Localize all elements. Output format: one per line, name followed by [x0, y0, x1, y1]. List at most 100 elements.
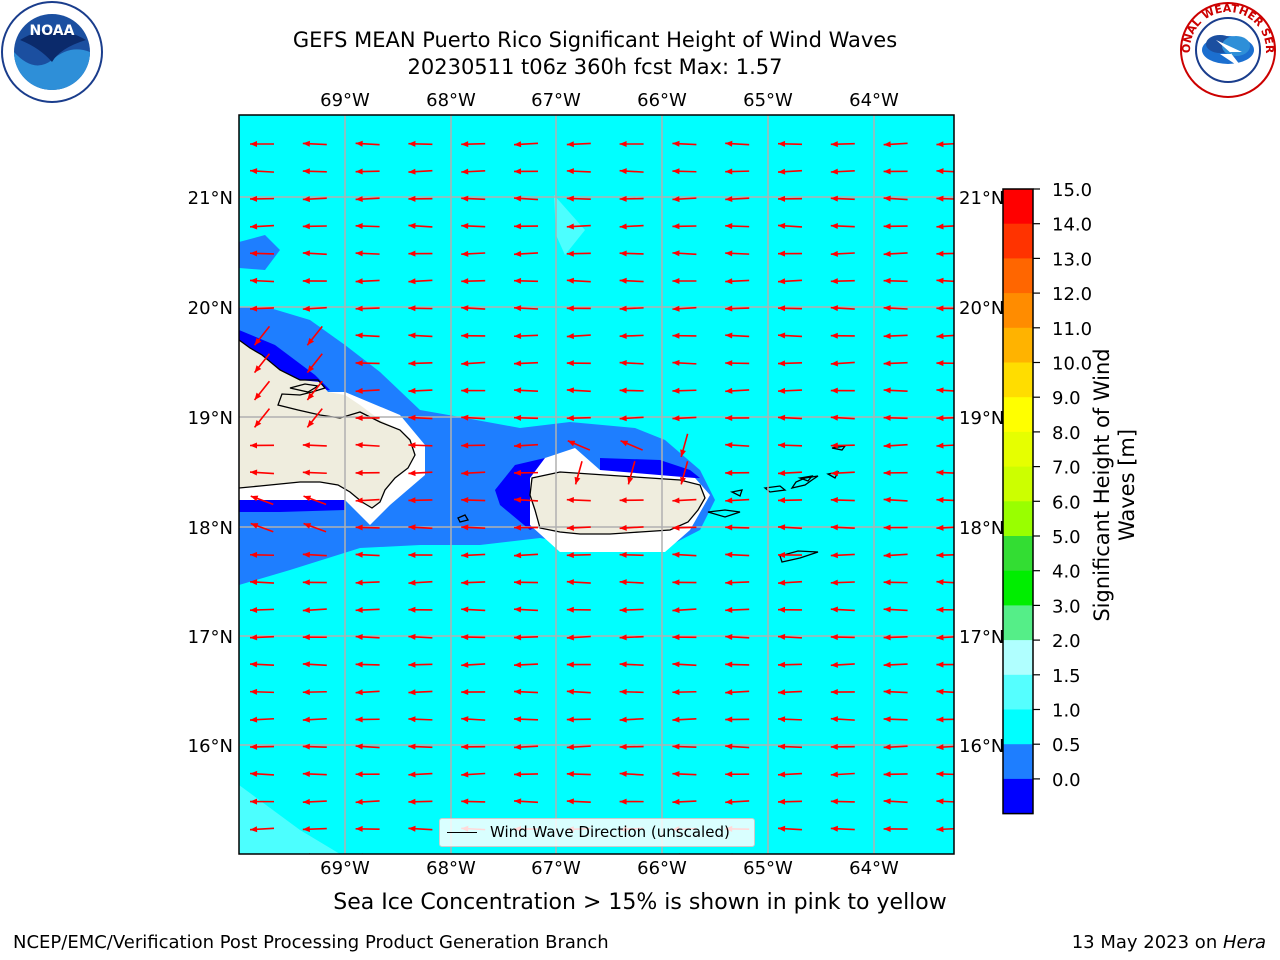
wind-arrow	[408, 825, 433, 832]
colorbar-segment	[1003, 362, 1033, 398]
wind-arrow	[513, 305, 539, 312]
wind-arrow	[461, 305, 486, 312]
wind-arrow	[672, 524, 697, 531]
colorbar-segment	[1003, 397, 1033, 433]
colorbar-segment	[1003, 709, 1033, 745]
land-hispaniola	[239, 340, 415, 508]
wind-arrow	[408, 551, 433, 558]
wind-arrow	[513, 223, 539, 230]
wind-arrow	[936, 277, 954, 284]
wind-arrow	[249, 168, 275, 175]
wind-arrow	[461, 278, 486, 285]
wind-arrow	[777, 606, 803, 613]
wind-arrow	[408, 661, 433, 668]
wind-arrow	[672, 770, 697, 777]
wind-arrow	[672, 798, 697, 805]
wind-arrow	[513, 250, 539, 257]
wind-arrow	[513, 360, 539, 367]
wind-arrow	[627, 461, 636, 485]
colorbar-tick-label: 6.0	[1052, 492, 1081, 513]
colorbar-tick-label: 5.0	[1052, 527, 1081, 548]
wind-arrow	[725, 551, 750, 558]
wind-arrow	[461, 168, 486, 175]
wind-arrow	[672, 743, 697, 750]
wind-arrow	[883, 552, 908, 559]
wind-arrow	[249, 743, 275, 750]
wind-arrow	[566, 195, 591, 202]
lat-tick-label: 20°N	[188, 298, 233, 319]
wind-arrow	[566, 524, 591, 531]
wind-arrow	[408, 442, 433, 449]
lon-tick-label: 66°W	[637, 90, 687, 111]
wind-arrow	[566, 277, 591, 284]
wind-arrow	[355, 387, 380, 394]
colorbar-tick-label: 10.0	[1052, 354, 1092, 375]
wind-arrow	[777, 470, 803, 477]
wind-arrow	[250, 495, 274, 506]
wind-arrow	[830, 606, 855, 613]
colorbar-tick-label: 0.0	[1052, 770, 1081, 791]
wind-arrow	[830, 579, 855, 586]
wind-arrow	[672, 607, 697, 614]
wind-arrow	[672, 689, 697, 696]
wave-fill-light-corner	[239, 785, 340, 854]
map-panel	[239, 115, 954, 854]
colorbar-segment	[1003, 778, 1033, 815]
wind-arrow	[249, 579, 275, 586]
wind-arrow	[672, 196, 697, 203]
lon-tick-label: 64°W	[849, 858, 899, 879]
wind-arrow	[830, 332, 855, 339]
wind-arrow	[777, 360, 803, 367]
wind-arrow	[513, 168, 539, 175]
wind-arrow	[619, 606, 644, 613]
wind-arrow	[408, 497, 433, 504]
wind-arrow	[461, 442, 486, 449]
wind-arrow	[830, 442, 855, 449]
wind-arrow	[672, 551, 697, 558]
lat-tick-label: 19°N	[959, 408, 1004, 429]
colorbar-segment	[1003, 223, 1033, 259]
wind-arrow	[566, 250, 591, 257]
colorbar-segment	[1003, 258, 1033, 294]
wind-arrow	[249, 442, 275, 449]
wind-arrow	[830, 689, 855, 696]
wind-arrow	[777, 414, 803, 421]
wind-arrow	[302, 634, 327, 641]
lon-tick-label: 65°W	[743, 858, 793, 879]
wind-arrow	[830, 278, 855, 285]
lon-labels-bottom: 69°W 68°W 67°W 66°W 65°W 64°W	[320, 858, 899, 879]
wind-arrow	[355, 524, 380, 531]
wind-arrow	[355, 689, 380, 696]
colorbar-segment	[1003, 189, 1033, 225]
wind-arrow	[253, 325, 271, 346]
wind-arrow	[936, 333, 954, 340]
wind-arrow	[355, 551, 380, 558]
wind-arrow	[513, 332, 539, 339]
colorbar-segment	[1003, 640, 1033, 676]
wind-arrow	[302, 442, 327, 449]
colorbar-segment	[1003, 744, 1033, 780]
wind-arrow	[355, 168, 380, 175]
wind-arrow	[461, 634, 486, 641]
wind-arrow	[883, 744, 908, 751]
wind-arrow	[566, 552, 591, 559]
wind-arrow	[249, 277, 275, 284]
wind-arrow	[672, 415, 697, 422]
wind-arrow	[936, 634, 954, 641]
wind-arrow	[461, 689, 486, 696]
wind-arrow	[680, 461, 689, 485]
lon-tick-label: 67°W	[531, 858, 581, 879]
wind-arrow	[461, 141, 486, 148]
wind-arrow	[725, 278, 750, 285]
wind-arrow	[777, 250, 803, 257]
wind-arrow	[725, 196, 750, 203]
wind-arrow	[830, 414, 855, 421]
wind-arrow	[513, 496, 539, 503]
wind-arrow	[936, 141, 954, 148]
lat-tick-label: 21°N	[959, 188, 1004, 209]
wind-arrow	[513, 141, 539, 148]
wave-fill-mid-blue-west	[239, 235, 280, 270]
wind-arrow	[408, 606, 433, 613]
wind-arrow	[619, 770, 644, 777]
wind-arrow	[408, 222, 433, 229]
